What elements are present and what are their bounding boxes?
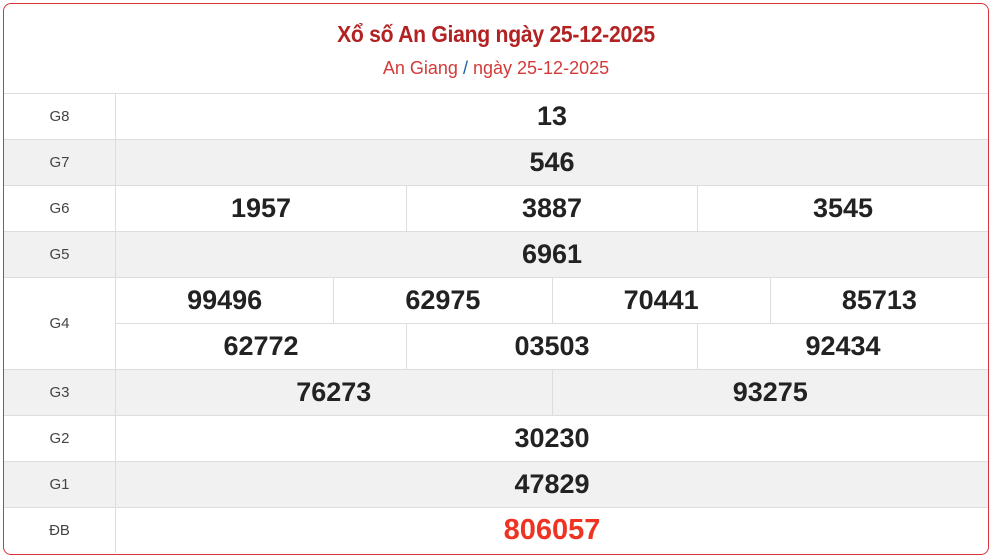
prize-label: G7: [4, 140, 116, 185]
prize-number: 6961: [521, 239, 583, 269]
prize-row-g2: G2 30230: [4, 416, 988, 462]
breadcrumb-province-link[interactable]: An Giang: [382, 58, 458, 78]
prize-number: 3545: [697, 186, 988, 231]
prize-label: G1: [4, 462, 116, 507]
prize-number: 62772: [223, 331, 299, 361]
prize-label: G8: [4, 94, 116, 139]
prize-row-g6: G6 1957 3887 3545: [4, 186, 988, 232]
prize-number: 3887: [406, 186, 697, 231]
prize-label: G3: [4, 370, 116, 415]
results-card: Xổ số An Giang ngày 25-12-2025 An Giang …: [3, 3, 989, 555]
prize-row-g8: G8 13: [4, 94, 988, 140]
prize-number: 85713: [769, 278, 988, 323]
prize-number: 13: [536, 101, 568, 131]
prize-number: 92434: [697, 324, 988, 369]
prize-label: G6: [4, 186, 116, 231]
prize-label: G2: [4, 416, 116, 461]
prize-number: 93275: [551, 370, 989, 415]
prize-number: 03503: [406, 324, 697, 369]
breadcrumb-date-link[interactable]: ngày 25-12-2025: [473, 58, 610, 78]
prize-number: 99496: [187, 285, 263, 315]
results-table: G8 13 G7 546 G6 1957 3887 3545 G5 6961 G4 99496 6297…: [4, 94, 988, 553]
prize-row-g7: G7 546: [4, 140, 988, 186]
prize-label: ĐB: [4, 508, 116, 553]
prize-label: G5: [4, 232, 116, 277]
prize-number: 47829: [514, 469, 590, 499]
prize-number: 70441: [551, 278, 770, 323]
prize-row-g1: G1 47829: [4, 462, 988, 508]
prize-label: G4: [4, 278, 116, 369]
page-title: Xổ số An Giang ngày 25-12-2025: [337, 21, 655, 47]
prize-row-db: ĐB 806057: [4, 508, 988, 553]
prize-number: 62975: [333, 278, 551, 323]
results-header: Xổ số An Giang ngày 25-12-2025 An Giang …: [4, 4, 988, 94]
prize-row-g3: G3 76273 93275: [4, 370, 988, 416]
prize-row-g5: G5 6961: [4, 232, 988, 278]
prize-number: 76273: [296, 377, 372, 407]
prize-number: 1957: [230, 193, 292, 223]
prize-number: 30230: [514, 423, 590, 453]
prize-row-g4: G4 99496 62975 70441 85713 62772 03503 92434: [4, 278, 988, 370]
special-prize-number: 806057: [503, 514, 601, 546]
prize-number: 546: [529, 147, 575, 177]
breadcrumb-separator: /: [462, 58, 468, 78]
breadcrumb: An Giang / ngày 25-12-2025: [4, 58, 988, 79]
